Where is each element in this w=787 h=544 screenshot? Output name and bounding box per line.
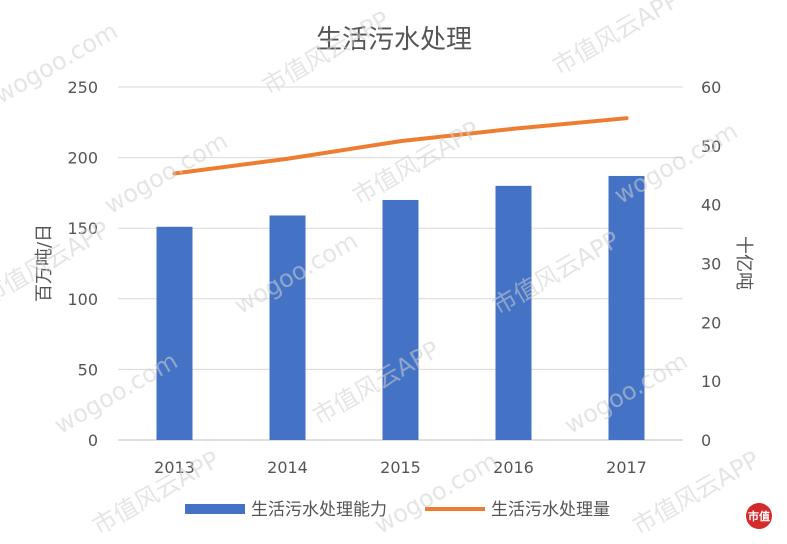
- right-tick-label: 50: [701, 137, 721, 156]
- right-axis-ticks: 0 10 20 30 40 50 60: [701, 78, 721, 450]
- legend: 生活污水处理能力 生活污水处理量: [185, 500, 610, 520]
- x-tick-label: 2016: [493, 458, 534, 477]
- brand-logo: 市值: [746, 503, 772, 529]
- legend-label-line: 生活污水处理量: [491, 500, 610, 520]
- bar: [269, 215, 306, 440]
- left-tick-label: 0: [88, 431, 98, 450]
- watermark-text: 市值风云APP: [548, 0, 684, 81]
- legend-label-bar: 生活污水处理能力: [251, 500, 387, 520]
- line-series: [172, 116, 629, 176]
- right-tick-label: 10: [701, 372, 721, 391]
- left-tick-label: 250: [67, 78, 98, 97]
- left-axis-label: 百万吨/日: [34, 224, 55, 302]
- right-tick-label: 40: [701, 196, 721, 215]
- series-line: [172, 116, 629, 176]
- bar: [156, 226, 193, 440]
- bar: [382, 199, 419, 440]
- right-axis-label: 十亿吨: [733, 236, 754, 290]
- left-tick-label: 150: [67, 219, 98, 238]
- x-tick-label: 2015: [380, 458, 421, 477]
- left-tick-label: 50: [78, 360, 98, 379]
- watermark-text: 市值风云APP: [308, 336, 444, 431]
- x-tick-label: 2017: [606, 458, 647, 477]
- x-axis-ticks: 2013 2014 2015 2016 2017: [154, 458, 647, 477]
- left-axis-ticks: 0 50 100 150 200 250: [67, 78, 98, 450]
- x-tick-label: 2013: [154, 458, 195, 477]
- bar-series: [156, 175, 645, 440]
- watermark-text: wogoo.com: [610, 117, 743, 210]
- right-tick-label: 30: [701, 255, 721, 274]
- right-tick-label: 20: [701, 313, 721, 332]
- bar: [495, 185, 532, 440]
- left-tick-label: 200: [67, 149, 98, 168]
- x-tick-label: 2014: [267, 458, 308, 477]
- chart-title: 生活污水处理: [316, 25, 472, 55]
- legend-swatch-bar: [185, 504, 245, 514]
- logo-badge-icon: [746, 503, 772, 529]
- right-tick-label: 0: [701, 431, 711, 450]
- bar: [608, 175, 645, 440]
- watermark-text: wogoo.com: [100, 127, 233, 220]
- watermark-text: 市值风云APP: [348, 116, 484, 211]
- watermark-text: wogoo.com: [0, 17, 122, 110]
- watermark-text: 市值风云APP: [628, 446, 764, 541]
- left-tick-label: 100: [67, 290, 98, 309]
- logo-text: 市值: [748, 509, 770, 523]
- right-tick-label: 60: [701, 78, 721, 97]
